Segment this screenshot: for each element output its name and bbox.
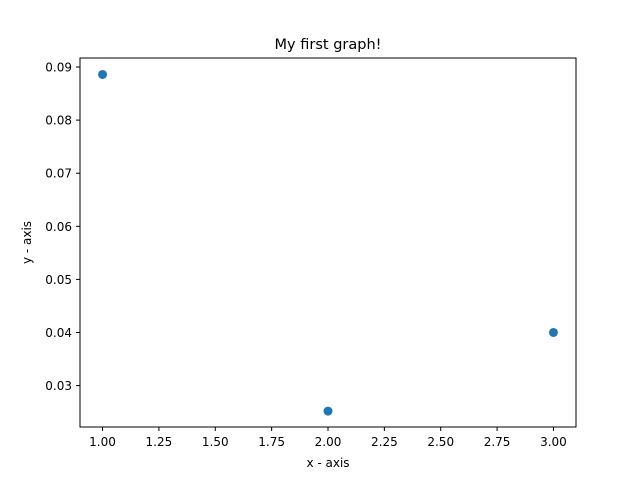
x-tick-label: 2.00 [315, 435, 342, 449]
y-tick-label: 0.04 [45, 326, 72, 340]
data-point [323, 406, 333, 416]
x-tick-label: 1.50 [202, 435, 229, 449]
x-tick-label: 2.50 [427, 435, 454, 449]
plot-area [98, 69, 558, 416]
y-tick-label: 0.03 [45, 379, 72, 393]
y-tick-label: 0.06 [45, 220, 72, 234]
y-tick-label: 0.08 [45, 114, 72, 128]
x-axis-label: x - axis [306, 456, 349, 470]
y-axis: 0.03 0.04 0.05 0.06 0.07 0.08 0.09 [45, 61, 80, 393]
plot-frame [79, 57, 577, 428]
y-tick-label: 0.07 [45, 167, 72, 181]
data-point [548, 327, 558, 337]
x-tick-label: 3.00 [540, 435, 567, 449]
x-tick-label: 1.25 [146, 435, 173, 449]
chart-title: My first graph! [275, 37, 382, 53]
x-tick-label: 2.75 [484, 435, 511, 449]
y-tick-label: 0.05 [45, 273, 72, 287]
y-tick-label: 0.09 [45, 61, 72, 75]
x-tick-label: 1.75 [258, 435, 285, 449]
data-point [98, 69, 108, 79]
x-tick-label: 1.00 [89, 435, 116, 449]
x-axis: 1.00 1.25 1.50 1.75 2.00 2.25 2.50 2.75 3.00 [89, 427, 567, 449]
x-tick-label: 2.25 [371, 435, 398, 449]
y-axis-label: y - axis [20, 221, 34, 264]
